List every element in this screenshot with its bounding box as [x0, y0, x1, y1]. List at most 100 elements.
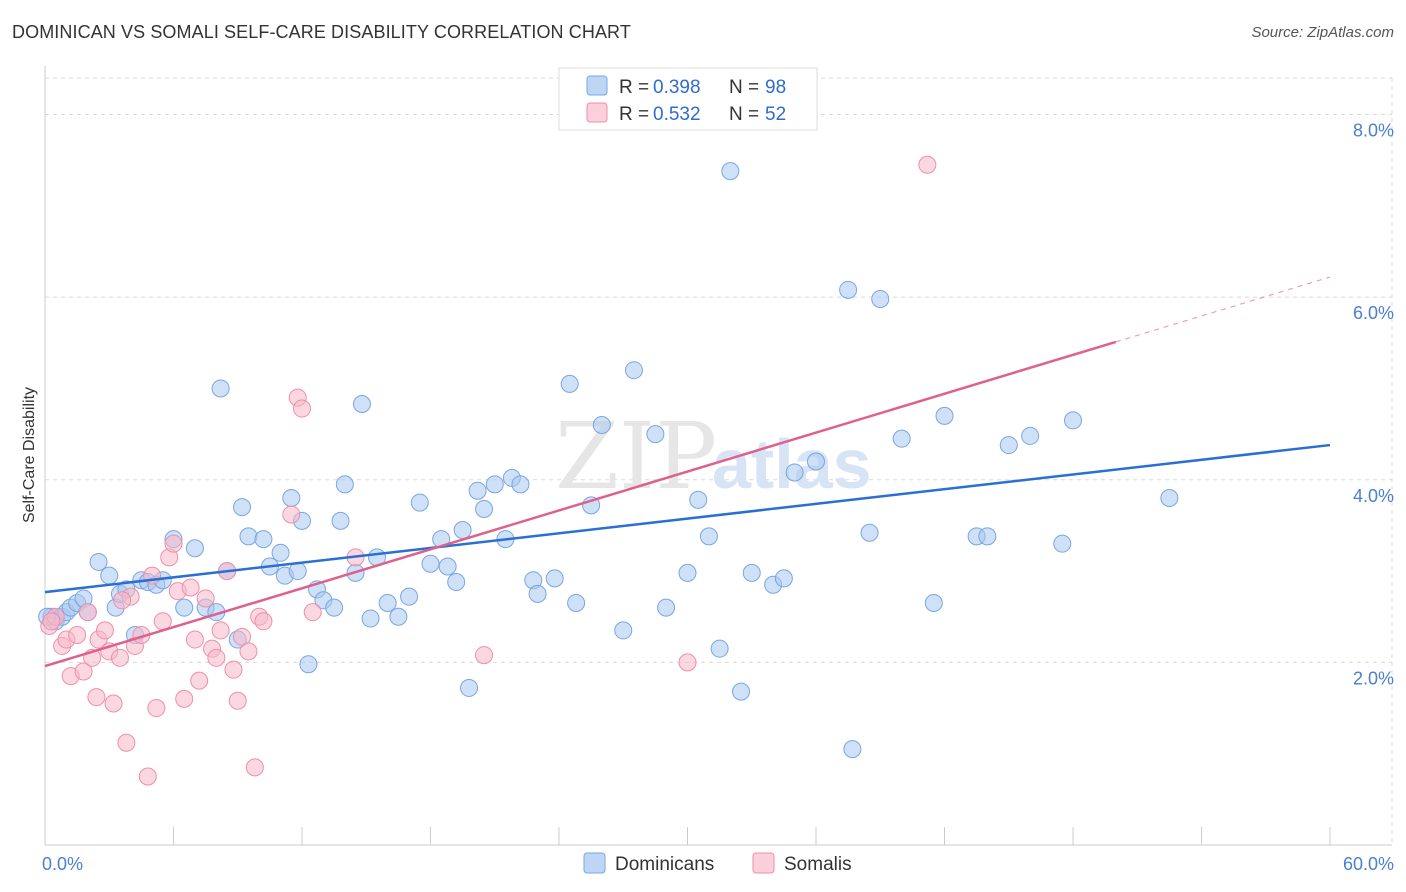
dominican-point	[239, 527, 258, 546]
dominican-point	[361, 609, 380, 628]
dominican-point	[935, 406, 954, 425]
dominican-point	[378, 594, 397, 613]
dominican-point	[624, 361, 643, 380]
chart-title: DOMINICAN VS SOMALI SELF-CARE DISABILITY…	[12, 22, 631, 42]
dominican-point	[468, 481, 487, 500]
dominican-point	[511, 475, 530, 494]
y-tick-label-1: 4.0%	[1353, 486, 1394, 506]
dominican-point	[1064, 411, 1082, 430]
dominican-point	[282, 489, 301, 508]
legend-r-label-2: R =	[619, 104, 649, 125]
source-label: Source: ZipAtlas.com	[1251, 24, 1394, 41]
y-tick-labels: 2.0% 4.0% 6.0% 8.0%	[1353, 121, 1394, 689]
dominican-point	[331, 511, 350, 530]
dominican-point	[528, 584, 547, 603]
somali-point	[185, 630, 204, 649]
somali-trend-line	[44, 340, 1117, 668]
dominican-point	[689, 490, 708, 509]
somali-point	[110, 648, 129, 667]
dominican-point	[335, 475, 354, 494]
dominican-point	[1160, 489, 1179, 508]
legend-swatch-dominicans	[586, 75, 608, 96]
dominican-point	[614, 621, 633, 640]
somali-point	[196, 589, 215, 608]
somali-trend-extension	[1115, 276, 1331, 343]
somali-point	[78, 603, 97, 622]
somali-point	[74, 662, 93, 681]
dominican-point	[254, 530, 273, 549]
series-legend: Dominicans Somalis	[583, 852, 852, 875]
legend-r-value-1: 0.398	[653, 77, 701, 98]
somali-point	[117, 733, 136, 752]
series-legend-swatch-dominicans	[583, 852, 606, 874]
somali-point	[254, 612, 273, 631]
dominican-point	[1021, 426, 1040, 445]
x-tick-labels: 0.0% 60.0%	[42, 854, 1394, 874]
dominican-point	[453, 520, 472, 539]
dominican-point	[211, 379, 230, 398]
dominican-point	[843, 740, 862, 759]
series-legend-swatch-somalis	[752, 852, 775, 874]
correlation-legend: R = 0.398 N = 98 R = 0.532 N = 52	[558, 67, 818, 131]
somali-point	[245, 758, 264, 777]
dominican-point	[721, 162, 740, 181]
somali-point	[153, 612, 172, 631]
dominican-point	[460, 678, 479, 697]
somali-point	[228, 691, 247, 710]
somali-point	[104, 694, 123, 713]
dominican-point	[785, 463, 804, 482]
legend-n-value-1: 98	[765, 77, 786, 98]
dominican-point	[592, 415, 611, 434]
x-tick-label-0: 0.0%	[42, 854, 83, 874]
x-tick-label-1: 60.0%	[1343, 854, 1394, 874]
somali-point	[164, 534, 183, 553]
somali-point	[207, 648, 226, 667]
watermark-zip: ZIP	[555, 403, 717, 510]
dominican-point	[233, 498, 252, 517]
dominican-point	[389, 607, 408, 626]
somali-point	[239, 642, 258, 661]
somali-point	[68, 625, 87, 644]
dominican-point	[567, 594, 586, 613]
dominican-point	[485, 475, 504, 494]
legend-n-value-2: 52	[765, 104, 786, 125]
legend-swatch-somalis	[586, 102, 608, 123]
dominican-point	[839, 280, 858, 299]
somali-point	[138, 767, 157, 786]
dominican-point	[860, 523, 879, 542]
somali-point	[190, 671, 209, 690]
y-axis-label: Self-Care Disability	[21, 387, 38, 523]
dominican-point	[100, 566, 119, 585]
dominican-point	[175, 598, 194, 617]
dominican-point	[699, 527, 718, 546]
dominican-point	[325, 598, 344, 617]
dominican-point	[678, 563, 697, 582]
series-legend-label-somalis: Somalis	[784, 854, 852, 875]
dominican-point	[299, 655, 318, 674]
dominican-point	[710, 639, 729, 658]
axes	[44, 66, 1392, 846]
dominican-point	[410, 493, 429, 512]
somali-point	[211, 621, 230, 640]
dominican-point	[657, 598, 676, 617]
dominican-point	[807, 452, 825, 471]
dominican-point	[400, 587, 419, 606]
dominican-point	[646, 425, 665, 444]
somali-point	[918, 155, 937, 174]
dominican-point	[892, 429, 911, 448]
dominican-point	[288, 562, 307, 581]
somali-point	[224, 660, 243, 679]
dominican-point	[732, 682, 751, 701]
dominican-point	[475, 499, 494, 518]
dominican-point	[774, 569, 793, 588]
dominican-point	[545, 569, 564, 588]
dominican-point	[438, 557, 457, 576]
dominican-point	[447, 573, 466, 592]
dominican-point	[271, 543, 290, 562]
dominican-point	[1053, 534, 1072, 553]
legend-n-label-1: N =	[729, 77, 759, 98]
dominican-point	[978, 527, 997, 546]
legend-n-label-2: N =	[729, 104, 759, 125]
dominican-point	[924, 594, 943, 613]
